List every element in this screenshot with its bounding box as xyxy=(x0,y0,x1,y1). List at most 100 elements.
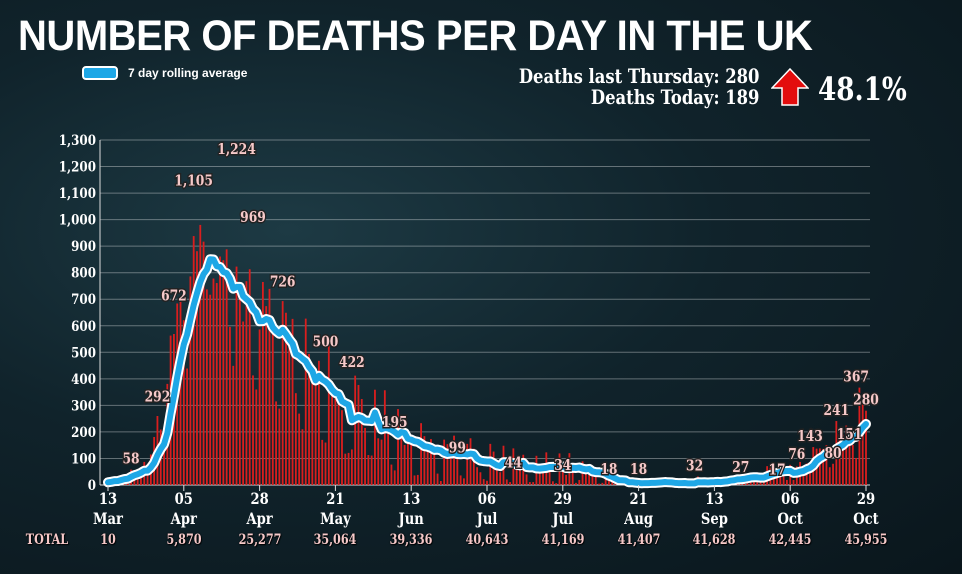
bar xyxy=(364,427,366,485)
bar xyxy=(281,301,284,485)
data-label: 99 xyxy=(449,440,466,457)
bar xyxy=(205,289,208,485)
data-label: 80 xyxy=(824,445,841,462)
data-label: 18 xyxy=(630,461,647,478)
bar xyxy=(199,224,202,485)
x-tick-month: Aug xyxy=(623,510,653,529)
bar xyxy=(321,439,324,485)
y-tick-label: 500 xyxy=(71,345,96,361)
data-label: 34 xyxy=(554,457,571,474)
data-label: 241 xyxy=(824,402,850,419)
bar xyxy=(209,294,212,485)
total-value: 25,277 xyxy=(238,532,282,548)
y-tick-label: 0 xyxy=(88,478,96,494)
y-tick-label: 900 xyxy=(71,239,96,255)
bar xyxy=(479,472,482,485)
data-label: 76 xyxy=(788,446,805,463)
bar xyxy=(288,341,291,485)
bar xyxy=(561,462,564,485)
bar xyxy=(756,480,759,485)
bar xyxy=(571,465,574,485)
total-value: 41,169 xyxy=(541,532,585,548)
bar xyxy=(463,478,465,485)
bar xyxy=(232,365,235,485)
bar xyxy=(482,479,485,485)
data-label: 280 xyxy=(853,392,879,409)
bar xyxy=(377,438,380,485)
percent-change: 48.1% xyxy=(818,70,907,108)
bar xyxy=(782,476,785,485)
bar xyxy=(275,401,277,485)
bar xyxy=(327,340,330,485)
total-value: 41,628 xyxy=(692,532,736,548)
bar xyxy=(341,410,343,485)
bar xyxy=(265,306,268,485)
bar xyxy=(548,468,551,485)
bar xyxy=(360,399,363,485)
bar xyxy=(294,393,297,485)
x-tick-day: 13 xyxy=(99,490,117,509)
x-tick-month: Apr xyxy=(170,510,197,529)
total-value: 39,336 xyxy=(389,532,433,548)
legend: 7 day rolling average xyxy=(82,66,247,80)
bar xyxy=(229,326,231,485)
y-tick-label: 800 xyxy=(71,266,96,282)
bar xyxy=(420,423,422,485)
bar xyxy=(347,452,350,485)
total-value: 35,064 xyxy=(313,532,357,548)
data-label: 143 xyxy=(797,428,823,445)
data-label: 44 xyxy=(505,454,522,471)
bar xyxy=(406,431,409,485)
x-tick-day: 29 xyxy=(554,490,572,509)
bar xyxy=(413,475,416,485)
y-tick-label: 300 xyxy=(71,399,96,415)
bar xyxy=(186,368,189,485)
bar xyxy=(792,479,795,485)
bar xyxy=(861,402,864,485)
bar xyxy=(324,442,327,485)
bar xyxy=(865,410,867,485)
bar xyxy=(802,467,805,485)
bar xyxy=(433,451,436,485)
bar xyxy=(845,425,848,485)
x-tick-month: Jun xyxy=(397,510,424,529)
x-tick-month: Jul xyxy=(475,510,498,529)
bar xyxy=(301,429,304,485)
bar xyxy=(423,436,426,485)
y-tick-label: 1,200 xyxy=(59,160,96,176)
bar xyxy=(832,463,834,485)
bar xyxy=(476,467,479,485)
bar xyxy=(818,448,821,485)
bar xyxy=(367,455,370,485)
bar xyxy=(304,318,307,485)
bar xyxy=(446,444,449,485)
bar xyxy=(456,458,459,485)
bar xyxy=(449,445,452,485)
bar xyxy=(242,321,245,485)
total-value: 10 xyxy=(100,532,116,548)
total-value: 40,643 xyxy=(465,532,509,548)
page-title: NUMBER OF DEATHS PER DAY IN THE UK xyxy=(18,12,813,60)
bar xyxy=(337,391,340,485)
bar xyxy=(354,375,357,485)
bar xyxy=(238,282,241,485)
legend-label: 7 day rolling average xyxy=(128,66,248,80)
data-label: 17 xyxy=(768,461,785,478)
bar xyxy=(387,430,390,485)
bar xyxy=(525,474,528,485)
bar xyxy=(390,464,393,485)
bar xyxy=(594,470,597,485)
bar xyxy=(271,320,274,485)
y-tick-label: 400 xyxy=(71,372,96,388)
bar xyxy=(762,481,765,485)
y-tick-label: 100 xyxy=(71,452,96,468)
data-label: 58 xyxy=(123,450,140,467)
bar xyxy=(608,480,610,485)
bar xyxy=(519,467,521,485)
data-label: 27 xyxy=(732,459,749,476)
bar xyxy=(285,312,287,485)
bar xyxy=(779,471,782,485)
bar xyxy=(248,269,251,485)
data-label: 18 xyxy=(600,461,617,478)
bar xyxy=(357,384,360,485)
